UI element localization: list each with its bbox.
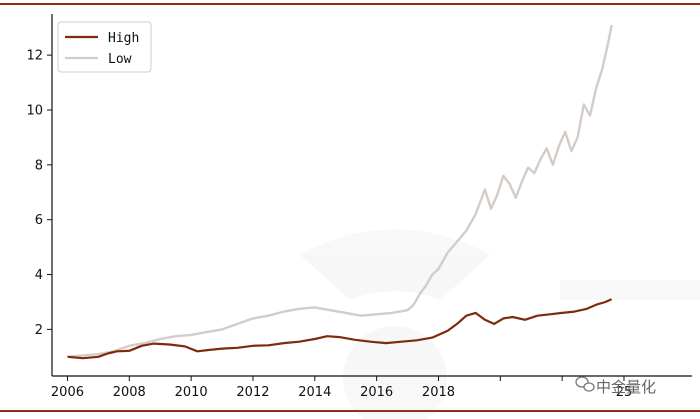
x-tick-label: 2014 <box>298 385 331 400</box>
tick-group: 2 4 6 8 10 12 2006 2008 2010 2012 2014 2016 2018 25 <box>26 49 632 400</box>
series-line-low <box>67 24 613 358</box>
y-tick-label: 12 <box>26 49 43 64</box>
x-tick-label: 25 <box>616 385 633 400</box>
y-tick-label: 4 <box>35 268 43 283</box>
legend-label-high: High <box>108 31 139 46</box>
x-tick-label: 2016 <box>360 385 393 400</box>
y-tick-label: 10 <box>26 103 43 118</box>
bottom-rule <box>0 410 700 412</box>
watermark-emblem <box>300 229 700 419</box>
x-tick-label: 2008 <box>113 385 146 400</box>
y-tick-label: 8 <box>35 158 43 173</box>
legend-box <box>57 21 152 73</box>
watermark-text: 中金量化 <box>596 378 656 396</box>
y-tick-label: 6 <box>35 213 43 228</box>
x-tick-label: 2012 <box>236 385 269 400</box>
x-tick-label: 2006 <box>51 385 84 400</box>
x-tick-label: 2010 <box>175 385 208 400</box>
wechat-icon <box>575 376 595 392</box>
legend: High Low <box>57 21 152 73</box>
legend-label-low: Low <box>108 52 132 67</box>
top-rule <box>0 3 700 5</box>
series-line-high <box>67 298 613 360</box>
series-group <box>67 24 613 360</box>
x-tick-label: 2018 <box>422 385 455 400</box>
y-tick-label: 2 <box>35 323 43 338</box>
watermark: 中金量化 <box>575 376 656 396</box>
